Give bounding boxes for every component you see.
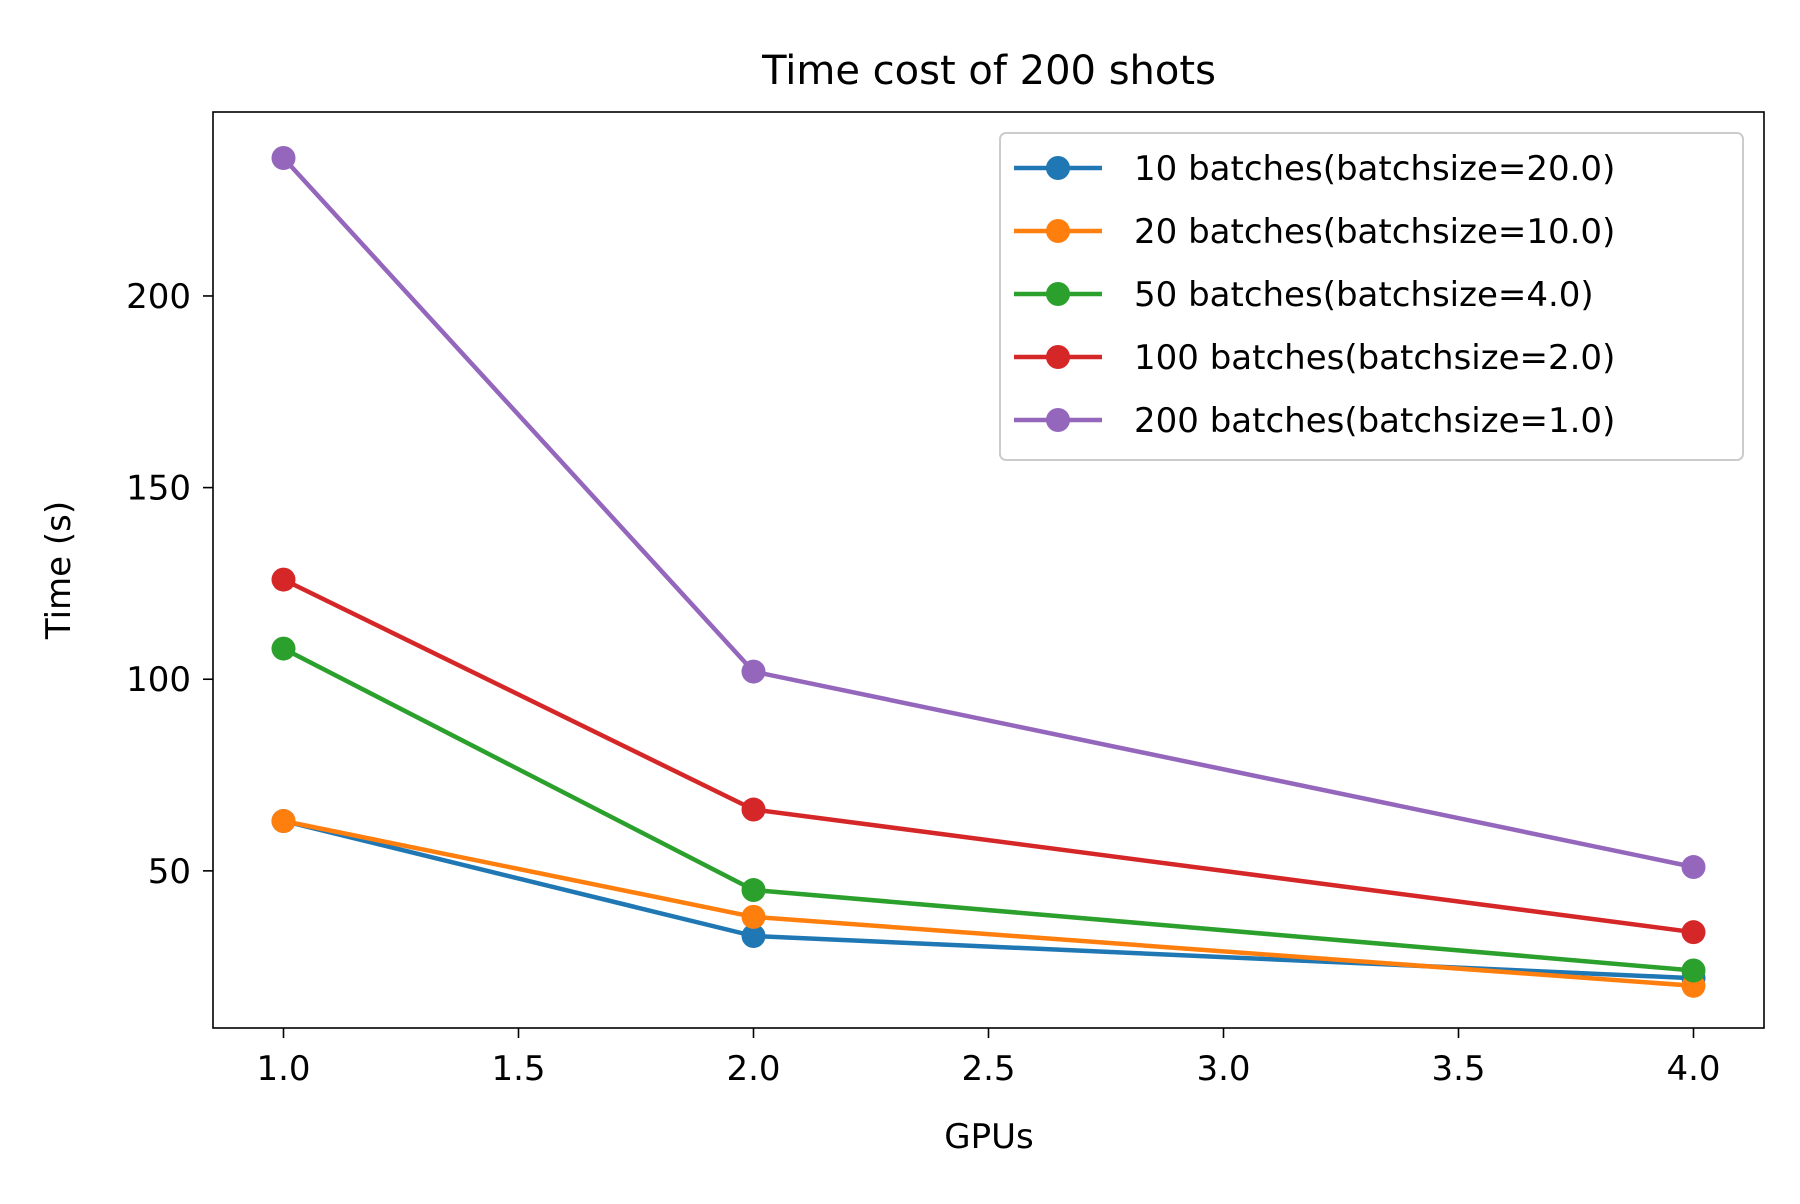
legend: 10 batches(batchsize=20.0) 20 batches(bat… bbox=[999, 132, 1744, 461]
x-tick-label: 1.0 bbox=[256, 1049, 310, 1089]
series-3 bbox=[271, 636, 1706, 983]
legend-marker bbox=[1046, 282, 1070, 306]
data-point bbox=[1681, 920, 1706, 945]
series-4 bbox=[271, 567, 1706, 945]
y-axis: 50 100 150 200 bbox=[126, 277, 213, 892]
data-point bbox=[271, 145, 296, 170]
x-tick-label: 3.0 bbox=[1196, 1049, 1250, 1089]
y-tick-label: 200 bbox=[126, 277, 191, 317]
data-point bbox=[271, 636, 296, 661]
legend-label: 10 batches(batchsize=20.0) bbox=[1134, 149, 1615, 189]
legend-item: 100 batches(batchsize=2.0) bbox=[1014, 338, 1615, 378]
data-point bbox=[741, 797, 766, 822]
plot-area bbox=[271, 145, 1706, 998]
legend-item: 50 batches(batchsize=4.0) bbox=[1014, 275, 1594, 315]
data-point bbox=[1681, 855, 1706, 880]
legend-marker bbox=[1046, 408, 1070, 432]
x-tick-label: 3.5 bbox=[1431, 1049, 1485, 1089]
legend-marker bbox=[1046, 219, 1070, 243]
legend-label: 20 batches(batchsize=10.0) bbox=[1134, 212, 1615, 252]
y-tick-label: 150 bbox=[126, 469, 191, 509]
series-5 bbox=[271, 145, 1706, 880]
data-point bbox=[741, 904, 766, 929]
series-line bbox=[282, 646, 1694, 973]
x-tick-label: 4.0 bbox=[1666, 1049, 1720, 1089]
legend-label: 200 batches(batchsize=1.0) bbox=[1134, 401, 1615, 441]
legend-item: 20 batches(batchsize=10.0) bbox=[1014, 212, 1615, 252]
x-tick-label: 2.0 bbox=[726, 1049, 780, 1089]
x-axis: 1.0 1.5 2.0 2.5 3.0 3.5 4.0 bbox=[256, 1028, 1721, 1089]
data-point bbox=[741, 878, 766, 903]
y-tick-label: 100 bbox=[126, 660, 191, 700]
legend-marker bbox=[1046, 345, 1070, 369]
y-axis-label: Time (s) bbox=[39, 501, 79, 640]
legend-marker bbox=[1046, 156, 1070, 180]
legend-label: 50 batches(batchsize=4.0) bbox=[1134, 275, 1594, 315]
data-point bbox=[1681, 958, 1706, 983]
legend-label: 100 batches(batchsize=2.0) bbox=[1134, 338, 1615, 378]
legend-frame bbox=[999, 132, 1744, 461]
x-tick-label: 1.5 bbox=[491, 1049, 545, 1089]
y-tick-label: 50 bbox=[148, 852, 191, 892]
legend-item: 10 batches(batchsize=20.0) bbox=[1014, 149, 1615, 189]
series-1 bbox=[271, 809, 1706, 991]
data-point bbox=[741, 924, 766, 949]
data-point bbox=[271, 809, 296, 834]
legend-item: 200 batches(batchsize=1.0) bbox=[1014, 401, 1615, 441]
data-point bbox=[271, 567, 296, 592]
chart-title: Time cost of 200 shots bbox=[761, 48, 1216, 94]
x-axis-label: GPUs bbox=[944, 1117, 1033, 1157]
x-tick-label: 2.5 bbox=[961, 1049, 1015, 1089]
data-point bbox=[741, 659, 766, 684]
